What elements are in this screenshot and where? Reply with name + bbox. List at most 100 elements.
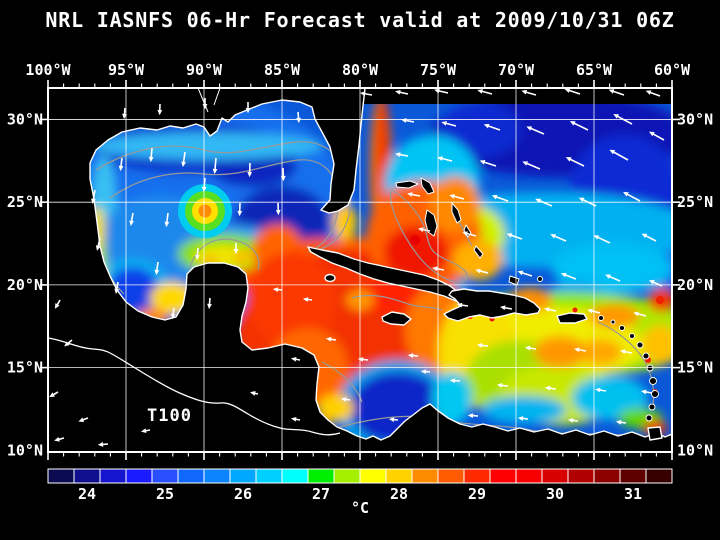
wind-arrow: [148, 147, 154, 163]
wind-arrow: [325, 336, 337, 342]
wind-arrow: [517, 416, 529, 421]
wind-arrow: [207, 297, 212, 310]
lat-label-right: 25°N: [677, 193, 713, 211]
wind-arrow: [275, 202, 281, 216]
wind-arrow: [483, 123, 501, 131]
colorbar-cell: [203, 468, 231, 484]
wind-arrow: [479, 160, 497, 167]
wind-arrow: [237, 202, 243, 217]
wind-arrow: [521, 89, 537, 96]
wind-arrow: [395, 152, 409, 157]
colorbar-cell: [125, 468, 153, 484]
wind-arrow: [645, 90, 661, 97]
wind-arrow: [249, 391, 259, 396]
wind-arrow: [648, 131, 665, 141]
wind-arrow: [578, 197, 597, 207]
lat-label-left: 25°N: [7, 193, 43, 211]
island-jamaica: [381, 311, 412, 326]
wind-arrow: [605, 274, 621, 282]
wind-arrow: [202, 98, 208, 110]
page-title: NRL IASNFS 06-Hr Forecast valid at 2009/…: [45, 8, 674, 32]
wind-arrow: [418, 227, 431, 233]
wind-arrow: [476, 342, 489, 348]
wind-arrow: [290, 356, 301, 362]
wind-arrow: [573, 347, 587, 353]
wind-arrow: [272, 287, 283, 292]
overlay-label-t100: T100: [147, 406, 192, 426]
wind-arrow: [462, 231, 477, 237]
colorbar-tick-label: 31: [624, 485, 642, 503]
lat-label-left: 20°N: [7, 276, 43, 294]
wind-arrow: [524, 345, 537, 351]
wind-arrow: [407, 192, 421, 197]
wind-arrow: [569, 121, 589, 131]
wind-arrow: [247, 162, 253, 178]
colorbar-labels: 24 25 26 27 28 29 30 31: [78, 485, 642, 503]
colorbar-cell: [463, 468, 491, 484]
colorbar-cell: [411, 468, 439, 484]
wind-arrow: [506, 233, 523, 240]
wind-arrow: [613, 114, 633, 125]
latitude-labels: 30°N 30°N 25°N 25°N 20°N 20°N 15°N 15°N 10°N 10°N: [7, 110, 713, 459]
wind-arrow: [302, 297, 313, 302]
wind-arrow: [181, 151, 186, 168]
lon-label: 70°W: [498, 61, 535, 79]
wind-arrow: [491, 194, 509, 202]
colorbar-cell: [619, 468, 647, 484]
wind-arrow: [212, 157, 218, 175]
wind-arrow: [623, 191, 641, 202]
lon-label: 100°W: [25, 61, 71, 79]
wind-arrow: [78, 417, 89, 422]
colorbar-unit-label: °C: [351, 499, 369, 517]
lat-label-left: 30°N: [7, 110, 43, 128]
colorbar-tick-label: 26: [234, 485, 252, 503]
colorbar-cell: [541, 468, 569, 484]
coastline-details: [48, 88, 341, 436]
wind-arrow: [544, 307, 557, 312]
wind-arrow: [544, 385, 557, 391]
wind-arrow: [496, 382, 509, 388]
colorbar-cell: [229, 468, 257, 484]
colorbar-cell: [333, 468, 361, 484]
wind-arrow: [640, 389, 653, 395]
colorbar-cell: [515, 468, 543, 484]
wind-arrow: [357, 357, 369, 362]
gulf-warm-eddy: [178, 184, 232, 238]
lat-label-right: 30°N: [677, 110, 713, 128]
colorbar-cell: [47, 468, 75, 484]
colorbar-cell: [489, 468, 517, 484]
colorbar-cell: [177, 468, 205, 484]
colorbar-cell: [73, 468, 101, 484]
wind-arrow: [140, 428, 151, 434]
wind-arrow: [649, 280, 663, 287]
colorbar-tick-label: 27: [312, 485, 330, 503]
colorbar-tick-label: 25: [156, 485, 174, 503]
wind-arrow: [388, 417, 399, 422]
colorbar-cell: [359, 468, 387, 484]
lon-label: 90°W: [186, 61, 223, 79]
colorbar-cell: [385, 468, 413, 484]
wind-arrow: [477, 89, 493, 95]
lon-label: 95°W: [108, 61, 145, 79]
wind-arrow: [475, 268, 489, 274]
colorbar-cell: [151, 468, 179, 484]
colorbar-cell: [255, 468, 283, 484]
wind-arrow: [245, 102, 251, 114]
wind-arrow: [95, 237, 101, 251]
wind-arrow: [233, 243, 239, 255]
wind-arrow: [170, 307, 176, 320]
wind-arrow: [290, 416, 301, 422]
wind-arrow: [641, 233, 657, 242]
wind-arrow: [609, 149, 629, 161]
wind-arrow: [340, 397, 351, 402]
wind-arrow: [54, 436, 65, 442]
river-line: [197, 88, 209, 113]
islands-bahamas: [395, 177, 543, 286]
wind-arrow: [565, 157, 585, 167]
colorbar-cell: [645, 468, 673, 484]
wind-arrow: [97, 442, 109, 447]
grid-lines: [48, 88, 672, 452]
wind-arrow: [608, 89, 625, 96]
